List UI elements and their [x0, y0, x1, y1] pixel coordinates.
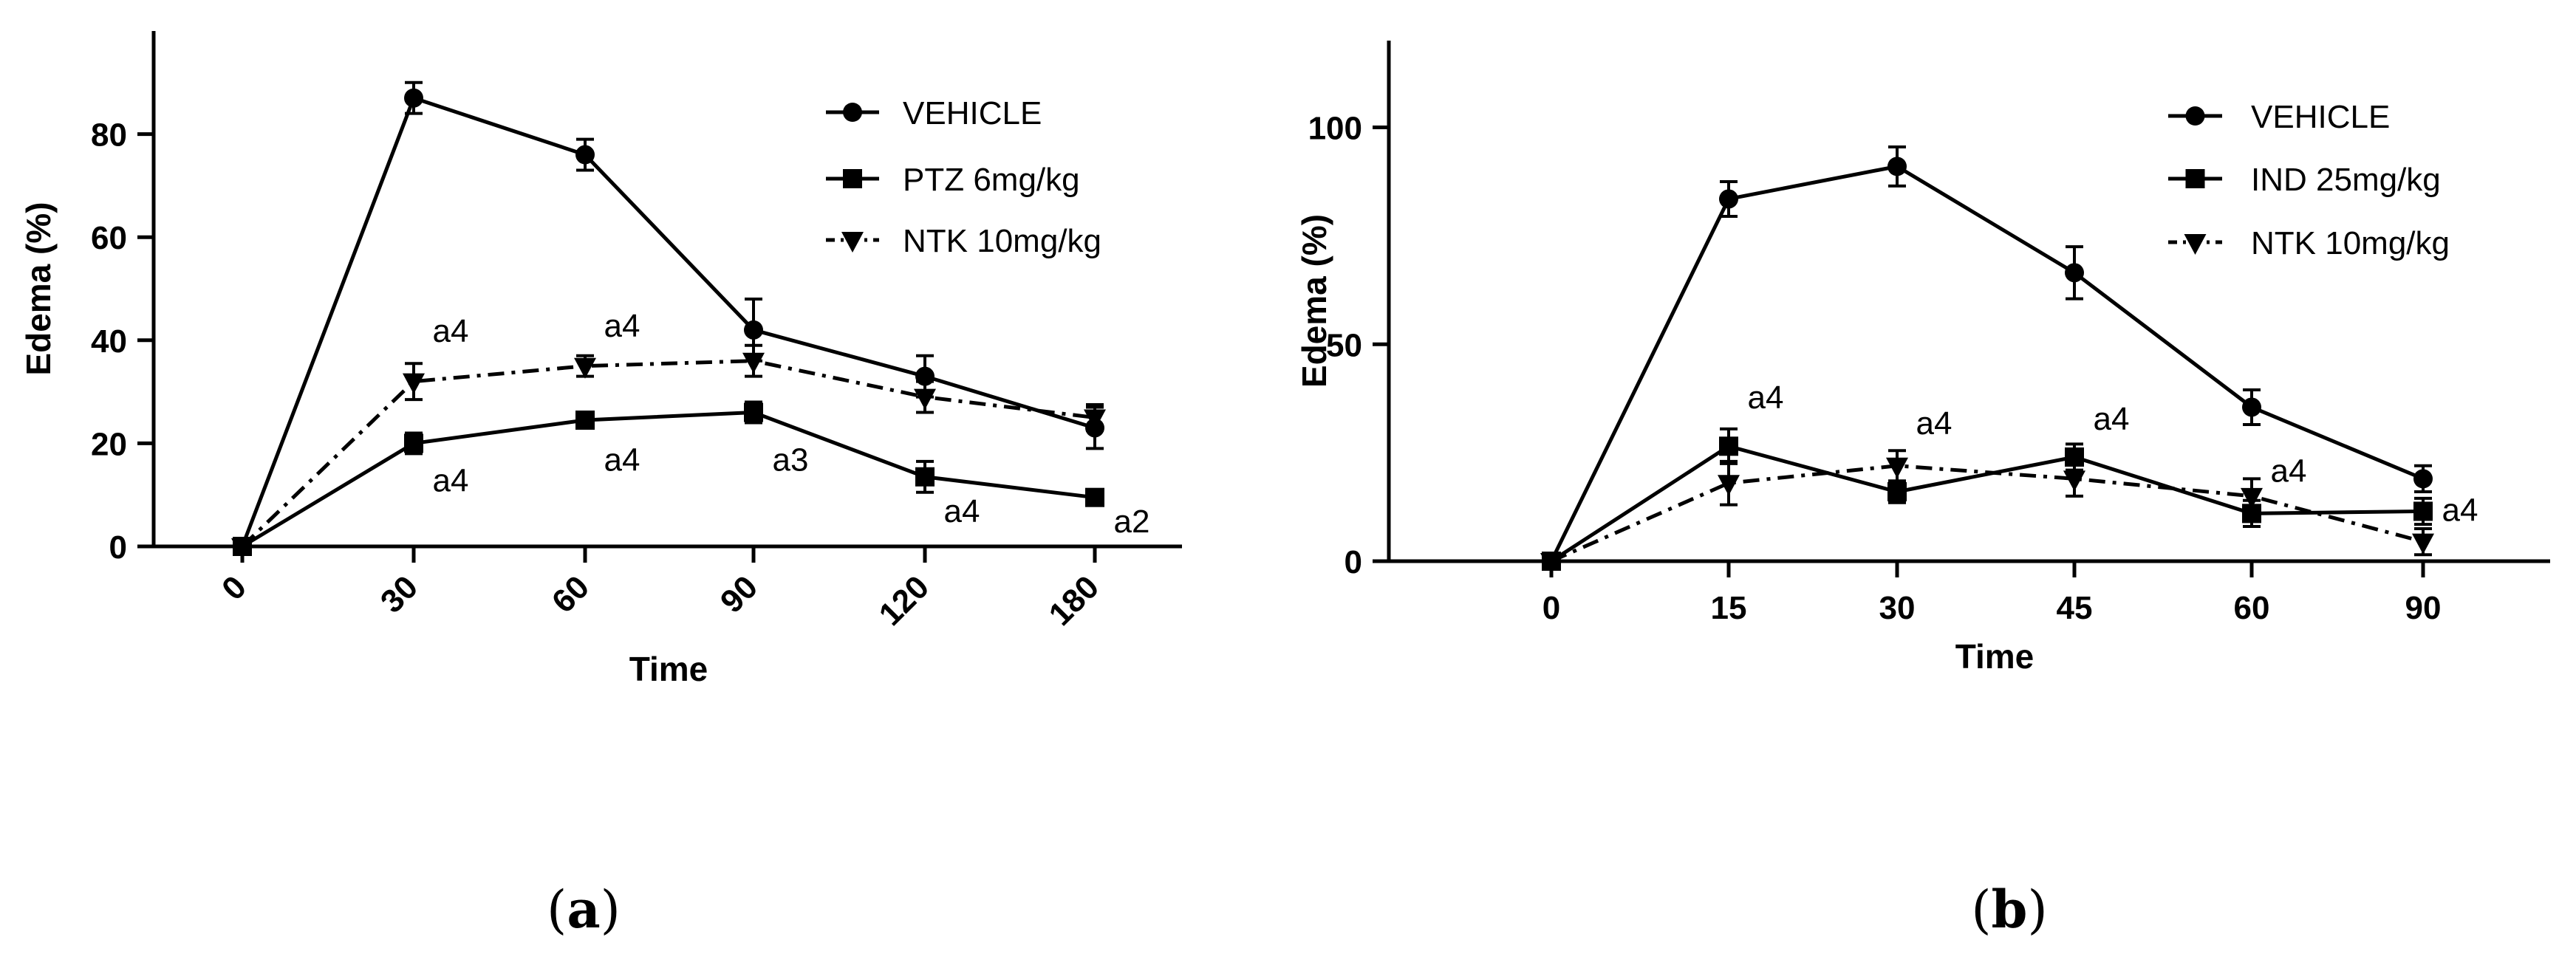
y-tick-label: 20 [91, 426, 127, 462]
legend-label: VEHICLE [2251, 99, 2390, 135]
legend-marker [2185, 169, 2205, 188]
series-1 [233, 400, 1104, 556]
series-2 [1540, 449, 2434, 574]
y-axis-title: Edema (%) [19, 202, 58, 375]
series-line [1550, 444, 2424, 563]
x-axis-title: Time [1955, 637, 2035, 676]
x-tick-label: 0 [215, 569, 253, 607]
y-tick-label: 80 [91, 117, 127, 154]
y-tick-label: 100 [1308, 111, 1362, 147]
series-line [241, 359, 1096, 548]
x-tick-label: 90 [2405, 590, 2442, 626]
data-point [574, 357, 596, 379]
legend-label: NTK 10mg/kg [2251, 225, 2450, 261]
x-axis-title: Time [629, 650, 708, 688]
caption-b: (b) [1971, 879, 2048, 940]
significance-label: a4 [604, 308, 640, 344]
significance-label: a4 [2271, 453, 2307, 490]
significance-label: a4 [1916, 405, 1953, 442]
legend-marker [841, 232, 864, 253]
x-tick-label: 120 [872, 569, 937, 633]
data-point [403, 373, 425, 394]
y-axis-title: Edema (%) [1295, 214, 1333, 388]
legend-label: NTK 10mg/kg [903, 223, 1101, 259]
data-point [1085, 487, 1104, 507]
series-2 [231, 343, 1106, 559]
data-point [1886, 457, 1908, 478]
y-tick-label: 0 [1345, 544, 1362, 580]
data-point [742, 352, 765, 374]
caption-b-label: b [1991, 879, 2028, 940]
data-point [2413, 469, 2433, 489]
x-tick-label: 15 [1711, 590, 1747, 626]
x-tick-label: 60 [2234, 590, 2270, 626]
data-point [744, 320, 763, 340]
legend-marker [843, 169, 862, 188]
data-point [1719, 189, 1738, 209]
data-point [1887, 482, 1907, 501]
data-point [2063, 470, 2085, 492]
x-tick-label: 60 [545, 569, 596, 620]
significance-label: a4 [944, 493, 980, 529]
data-point [2065, 263, 2084, 283]
legend-label: PTZ 6mg/kg [903, 162, 1080, 198]
data-point [744, 402, 763, 422]
data-point [1084, 409, 1106, 430]
data-point [1718, 475, 1740, 496]
legend-marker [2184, 234, 2207, 255]
significance-label: a4 [433, 313, 469, 349]
legend-marker [2185, 106, 2205, 126]
x-tick-label: 30 [374, 569, 425, 620]
significance-label: a4 [1748, 380, 1784, 416]
data-point [1887, 157, 1907, 176]
series-0 [233, 80, 1104, 556]
significance-label: a4 [2442, 493, 2478, 529]
data-point [914, 388, 936, 410]
x-tick-label: 30 [1879, 590, 1916, 626]
data-point [404, 88, 423, 108]
data-point [575, 145, 595, 165]
data-point [2412, 533, 2434, 555]
data-point [575, 410, 595, 430]
chart-b: 0 50 100 0 15 30 45 60 90 Time Edema (%) VEHICLE IND… [1295, 41, 2550, 676]
data-point [2241, 487, 2263, 509]
data-point [2242, 397, 2261, 417]
significance-label: a3 [773, 442, 809, 478]
x-tick-label: 90 [714, 569, 765, 620]
data-point [1540, 553, 1562, 574]
y-tick-label: 60 [91, 220, 127, 256]
series-line [240, 95, 1096, 547]
series-1 [1542, 427, 2433, 571]
data-point [1719, 436, 1738, 456]
y-tick-label: 40 [91, 323, 127, 360]
caption-a-label: a [567, 879, 601, 940]
y-tick-label: 50 [1326, 327, 1362, 363]
x-tick-label: 45 [2057, 590, 2093, 626]
data-point [2413, 501, 2433, 521]
significance-label: a4 [2094, 401, 2130, 437]
series-line [1550, 464, 2424, 563]
significance-label: a4 [604, 442, 640, 478]
legend-label: IND 25mg/kg [2251, 162, 2441, 198]
data-point [231, 538, 253, 559]
y-tick-label: 0 [109, 529, 127, 566]
x-tick-label: 180 [1042, 569, 1107, 633]
series-line [241, 410, 1096, 549]
legend-marker [843, 103, 862, 122]
data-point [404, 433, 423, 453]
data-point [915, 467, 935, 487]
significance-label: a2 [1114, 504, 1150, 540]
legend-label: VEHICLE [903, 95, 1042, 131]
significance-label: a4 [433, 462, 469, 498]
caption-a: (a) [547, 879, 621, 940]
chart-a: 0 20 40 60 80 0 30 60 90 120 180 Time Edema (%) VEHIC… [19, 31, 1182, 688]
x-tick-label: 0 [1542, 590, 1560, 626]
series-line [1549, 164, 2424, 563]
